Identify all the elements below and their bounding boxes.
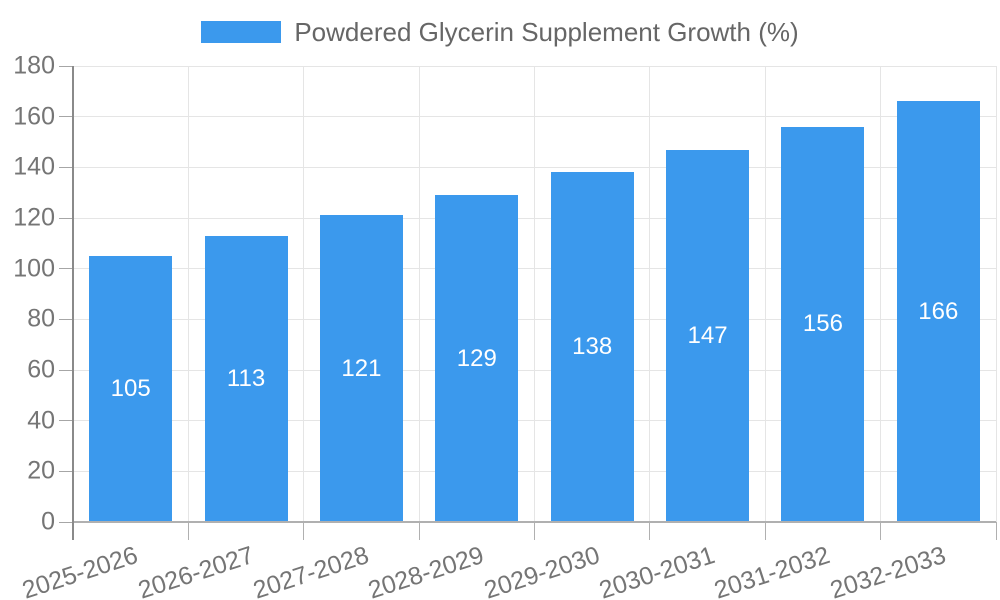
v-gridline	[303, 66, 305, 522]
bar[interactable]: 166	[896, 101, 980, 522]
x-tick-mark	[187, 522, 189, 540]
bar-value-label: 121	[341, 354, 382, 382]
y-tick-mark	[59, 420, 73, 422]
x-tick-mark	[764, 522, 766, 540]
y-axis-tick-label: 20	[27, 456, 55, 485]
bar-value-label: 156	[802, 310, 843, 338]
x-axis-tick-label: 2025-2026	[18, 541, 142, 600]
x-tick-mark	[649, 522, 651, 540]
bar[interactable]: 129	[435, 195, 519, 522]
x-tick-mark	[303, 522, 305, 540]
y-tick-mark	[59, 65, 73, 67]
bar-value-label: 147	[687, 321, 728, 349]
y-axis-tick-label: 40	[27, 406, 55, 435]
legend-swatch	[201, 21, 282, 43]
y-axis-tick-label: 140	[13, 152, 55, 181]
legend-label: Powdered Glycerin Supplement Growth (%)	[294, 16, 799, 47]
y-axis-tick-label: 80	[27, 304, 55, 333]
x-axis-tick-label: 2031-2032	[711, 541, 834, 600]
v-gridline	[880, 66, 882, 522]
bar[interactable]: 105	[89, 256, 173, 522]
y-tick-mark	[59, 470, 73, 472]
x-tick-mark	[995, 522, 997, 540]
y-tick-mark	[59, 318, 73, 320]
x-tick-mark	[880, 522, 882, 540]
x-tick-mark	[534, 522, 535, 540]
x-axis-tick-label: 2028-2029	[365, 541, 488, 600]
y-tick-mark	[59, 166, 73, 168]
y-axis-tick-label: 100	[13, 254, 55, 283]
x-axis-tick-label: 2032-2033	[826, 541, 949, 600]
y-tick-mark	[59, 521, 73, 523]
bar[interactable]: 138	[550, 172, 634, 522]
bar-value-label: 138	[572, 333, 613, 361]
bar[interactable]: 156	[781, 126, 865, 522]
v-gridline	[649, 66, 651, 522]
v-gridline	[418, 66, 420, 522]
y-axis-tick-label: 160	[13, 102, 55, 131]
bar-value-label: 113	[226, 364, 266, 392]
x-tick-mark	[418, 522, 420, 540]
y-tick-mark	[59, 217, 73, 219]
y-tick-mark	[59, 369, 73, 371]
bar-value-label: 129	[456, 344, 497, 372]
x-axis-tick-label: 2026-2027	[134, 541, 257, 600]
v-gridline	[187, 66, 189, 522]
y-axis-tick-label: 180	[13, 51, 55, 80]
x-axis-tick-label: 2029-2030	[480, 541, 603, 600]
bar[interactable]: 113	[204, 235, 288, 522]
y-axis-line	[72, 66, 74, 540]
y-tick-mark	[59, 116, 73, 118]
v-gridline	[995, 66, 997, 522]
y-tick-mark	[59, 268, 73, 270]
x-axis-line	[73, 521, 996, 523]
bar-value-label: 105	[110, 375, 151, 402]
y-axis-tick-label: 60	[27, 355, 55, 384]
v-gridline	[764, 66, 766, 522]
bar[interactable]: 121	[319, 215, 403, 522]
chart-legend[interactable]: Powdered Glycerin Supplement Growth (%)	[0, 16, 1000, 48]
bar-value-label: 166	[918, 297, 959, 325]
v-gridline	[534, 66, 535, 522]
x-axis-tick-label: 2030-2031	[595, 541, 719, 600]
bar[interactable]: 147	[666, 149, 750, 522]
y-axis-tick-label: 0	[41, 507, 55, 536]
x-axis-tick-label: 2027-2028	[249, 541, 373, 600]
y-axis-tick-label: 120	[13, 203, 55, 232]
